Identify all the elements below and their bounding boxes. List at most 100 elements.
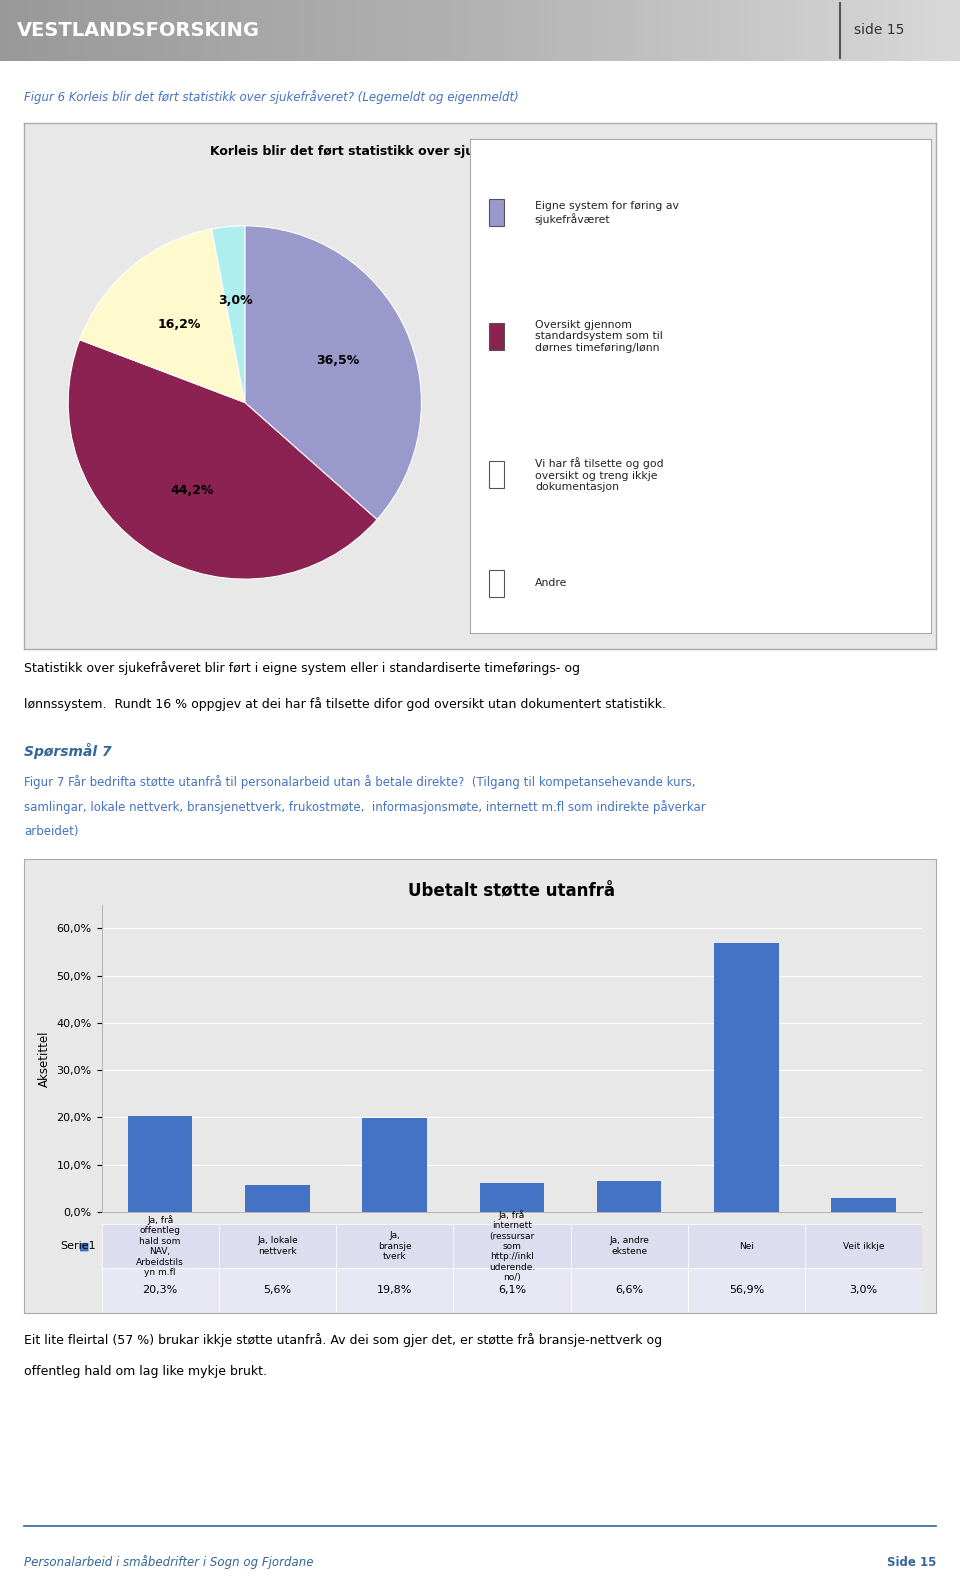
Bar <box>570 1269 687 1312</box>
Bar <box>547 0 557 61</box>
Text: Side 15: Side 15 <box>887 1556 936 1568</box>
Text: 3,0%: 3,0% <box>850 1285 877 1294</box>
Bar <box>701 0 710 61</box>
Bar <box>557 0 566 61</box>
Bar <box>115 0 125 61</box>
Bar <box>96 0 106 61</box>
Bar <box>86 0 96 61</box>
Bar <box>749 0 758 61</box>
Bar <box>38 0 48 61</box>
Bar <box>202 0 211 61</box>
Bar <box>134 0 144 61</box>
Text: 20,3%: 20,3% <box>142 1285 178 1294</box>
Text: samlingar, lokale nettverk, bransjenettverk, frukostmøte,  informasjonsmøte, int: samlingar, lokale nettverk, bransjenettv… <box>24 800 706 815</box>
Bar <box>922 0 931 61</box>
Bar <box>874 0 883 61</box>
Bar <box>154 0 163 61</box>
Bar <box>826 0 835 61</box>
Bar <box>219 1224 336 1269</box>
Bar <box>77 0 86 61</box>
Text: 56,9%: 56,9% <box>729 1285 764 1294</box>
Bar <box>605 0 614 61</box>
Bar <box>710 0 720 61</box>
Bar <box>758 0 768 61</box>
Bar <box>489 199 504 226</box>
Bar <box>634 0 643 61</box>
Bar <box>336 0 346 61</box>
Bar <box>489 569 504 598</box>
Bar <box>221 0 230 61</box>
Bar <box>355 0 365 61</box>
Bar <box>269 0 278 61</box>
Text: Eit lite fleirtal (57 %) brukar ikkje støtte utanfrå. Av dei som gjer det, er st: Eit lite fleirtal (57 %) brukar ikkje st… <box>24 1333 662 1347</box>
Wedge shape <box>68 340 377 579</box>
Bar <box>106 0 115 61</box>
Bar <box>597 1181 661 1211</box>
Bar <box>422 0 432 61</box>
Bar <box>682 0 691 61</box>
Bar <box>816 0 826 61</box>
Text: Statistikk over sjukefråveret blir ført i eigne system eller i standardiserte ti: Statistikk over sjukefråveret blir ført … <box>24 662 580 676</box>
Bar <box>538 0 547 61</box>
Text: 6,6%: 6,6% <box>615 1285 643 1294</box>
Bar <box>413 0 422 61</box>
Text: ■: ■ <box>80 1242 90 1251</box>
Text: Personalarbeid i småbedrifter i Sogn og Fjordane: Personalarbeid i småbedrifter i Sogn og … <box>24 1556 314 1570</box>
Bar <box>394 0 403 61</box>
Text: Serie1: Serie1 <box>60 1242 96 1251</box>
Bar <box>10 0 19 61</box>
Bar <box>691 0 701 61</box>
Text: Andre: Andre <box>535 579 567 588</box>
Bar <box>451 0 461 61</box>
Text: Ja, frå
internett
(ressursar
som
http://inkl
uderende.
no/): Ja, frå internett (ressursar som http://… <box>489 1210 535 1282</box>
Text: arbeidet): arbeidet) <box>24 826 79 838</box>
Bar <box>499 0 509 61</box>
Wedge shape <box>211 226 245 403</box>
Bar <box>317 0 326 61</box>
Bar <box>845 0 854 61</box>
Bar <box>384 0 394 61</box>
Bar <box>102 1224 219 1269</box>
Bar <box>298 0 307 61</box>
Bar <box>864 0 874 61</box>
Text: Oversikt gjennom
standardsystem som til
dørnes timeføring/lønn: Oversikt gjennom standardsystem som til … <box>535 320 662 352</box>
Bar <box>950 0 960 61</box>
Bar <box>653 0 662 61</box>
Text: Nei: Nei <box>739 1242 754 1251</box>
Bar <box>240 0 250 61</box>
Bar <box>687 1269 805 1312</box>
Bar <box>307 0 317 61</box>
Bar <box>403 0 413 61</box>
Text: 3,0%: 3,0% <box>218 293 252 308</box>
Bar <box>480 0 490 61</box>
Bar <box>442 0 451 61</box>
Bar <box>489 322 504 351</box>
Bar <box>19 0 29 61</box>
Bar <box>893 0 902 61</box>
Bar <box>643 0 653 61</box>
Bar <box>662 0 672 61</box>
Bar <box>278 0 288 61</box>
Bar <box>245 1186 310 1211</box>
Bar <box>805 1224 923 1269</box>
Bar <box>518 0 528 61</box>
Bar <box>730 0 739 61</box>
Bar <box>29 0 38 61</box>
Bar <box>326 0 336 61</box>
Bar <box>67 0 77 61</box>
Bar <box>192 0 202 61</box>
Bar <box>336 1269 453 1312</box>
Bar <box>831 1197 896 1211</box>
Text: lønnssystem.  Rundt 16 % oppgjev at dei har få tilsette difor god oversikt utan : lønnssystem. Rundt 16 % oppgjev at dei h… <box>24 697 666 711</box>
Text: 5,6%: 5,6% <box>263 1285 292 1294</box>
Bar <box>453 1224 570 1269</box>
Text: Ja,
bransje
tverk: Ja, bransje tverk <box>378 1231 412 1261</box>
Bar <box>259 0 269 61</box>
Text: Veit ikkje: Veit ikkje <box>843 1242 884 1251</box>
Bar <box>432 0 442 61</box>
Bar <box>363 1119 427 1211</box>
Bar <box>570 1224 687 1269</box>
Text: 6,1%: 6,1% <box>498 1285 526 1294</box>
Bar <box>144 0 154 61</box>
Bar <box>173 0 182 61</box>
